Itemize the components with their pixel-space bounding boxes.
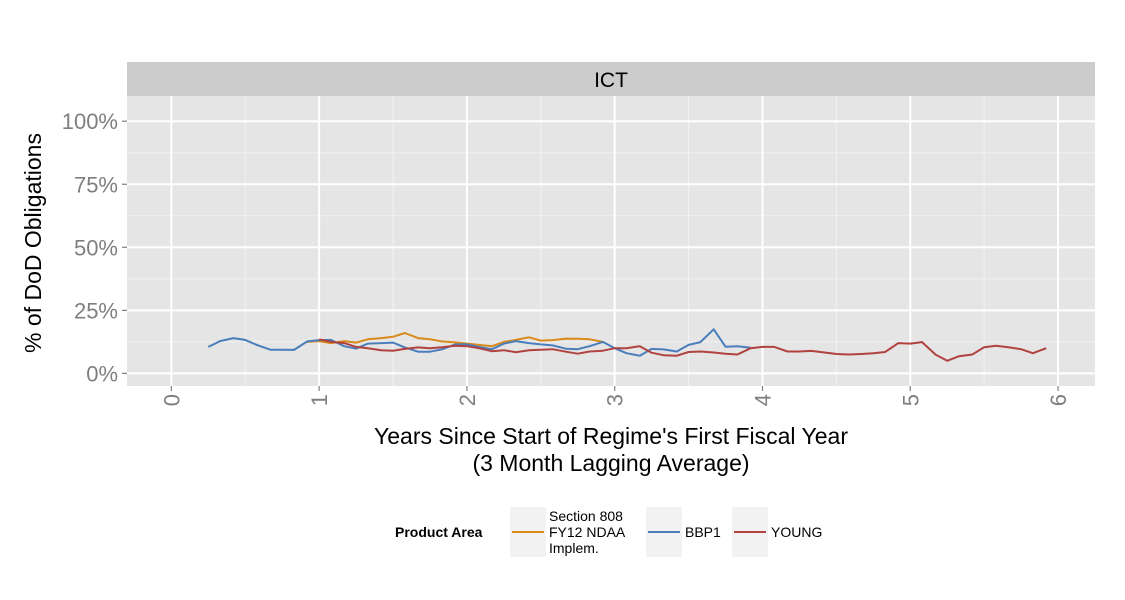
series-line-1 bbox=[207, 328, 751, 357]
legend-entry-label: YOUNG bbox=[771, 524, 822, 540]
y-tick-label: 50% bbox=[74, 235, 118, 260]
x-tick-label: 2 bbox=[455, 394, 480, 406]
series-line-2 bbox=[318, 338, 1047, 362]
x-tick-label: 3 bbox=[603, 394, 628, 406]
grid-major bbox=[127, 96, 1095, 386]
x-tick-label: 6 bbox=[1046, 394, 1071, 406]
legend-entry-label: Section 808 bbox=[549, 508, 623, 524]
y-tick-label: 0% bbox=[86, 361, 118, 386]
x-tick-label: 1 bbox=[307, 394, 332, 406]
facet-strip bbox=[127, 62, 1095, 96]
y-tick-label: 100% bbox=[62, 109, 118, 134]
legend-title: Product Area bbox=[395, 524, 483, 540]
facet-label: ICT bbox=[594, 69, 628, 92]
x-axis-title-line1: Years Since Start of Regime's First Fisc… bbox=[374, 423, 848, 449]
y-tick-label: 75% bbox=[74, 172, 118, 197]
series-line-0 bbox=[307, 332, 604, 348]
grid-minor bbox=[127, 96, 1095, 386]
x-tick-label: 5 bbox=[898, 394, 923, 406]
x-tick-label: 0 bbox=[159, 394, 184, 406]
legend-entry-label: FY12 NDAA bbox=[549, 524, 626, 540]
x-tick-label: 4 bbox=[750, 394, 775, 406]
y-tick-label: 25% bbox=[74, 298, 118, 323]
y-axis: 0% 25% 50% 75% 100% bbox=[62, 109, 127, 386]
y-axis-title: % of DoD Obligations bbox=[20, 133, 46, 353]
x-axis-title-line2: (3 Month Lagging Average) bbox=[472, 450, 749, 476]
x-axis: 0 1 2 3 4 5 6 bbox=[159, 386, 1071, 406]
legend-entry-label: Implem. bbox=[549, 540, 599, 556]
series-layer bbox=[207, 328, 1047, 362]
plot-panel bbox=[127, 96, 1095, 386]
legend-entry-label: BBP1 bbox=[685, 524, 721, 540]
